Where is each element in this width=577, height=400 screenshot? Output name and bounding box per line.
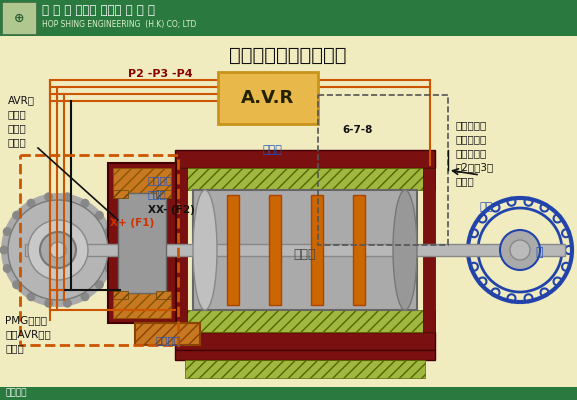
Circle shape [40, 232, 76, 268]
Circle shape [44, 299, 53, 308]
Text: ⊕: ⊕ [14, 12, 24, 24]
Text: A.V.R: A.V.R [241, 89, 295, 107]
Bar [135, 323, 200, 345]
Text: 6-7-8: 6-7-8 [343, 125, 373, 135]
Circle shape [3, 264, 12, 273]
Bar [227, 195, 239, 305]
Bar [118, 193, 166, 293]
Circle shape [81, 199, 89, 208]
Bar [353, 195, 365, 305]
Ellipse shape [193, 190, 217, 310]
Bar [318, 95, 448, 245]
Bar [311, 195, 323, 305]
Circle shape [27, 199, 36, 208]
Circle shape [12, 280, 21, 289]
Bar [156, 190, 171, 198]
Text: 励磁转子
和定子: 励磁转子 和定子 [148, 175, 173, 199]
Bar [175, 310, 435, 332]
Bar [113, 190, 128, 198]
Text: 内部培训: 内部培训 [6, 388, 28, 398]
Circle shape [510, 240, 530, 260]
Bar [113, 293, 171, 318]
Text: 整流模块: 整流模块 [155, 335, 180, 345]
Circle shape [107, 246, 117, 254]
Circle shape [12, 211, 21, 220]
Bar [175, 332, 435, 350]
Text: 主定子: 主定子 [262, 145, 282, 155]
Bar [269, 195, 281, 305]
Text: 从主定子来
的交流电源
和传感信号
（2相或3相
感应）: 从主定子来 的交流电源 和传感信号 （2相或3相 感应） [456, 120, 494, 186]
Bar [175, 150, 435, 168]
Circle shape [500, 230, 540, 270]
Bar [0, 0, 577, 36]
Text: 主转子: 主转子 [294, 248, 316, 262]
Text: 合 成 工 程（香 港）有 限 公 司: 合 成 工 程（香 港）有 限 公 司 [42, 4, 155, 18]
Bar [175, 168, 435, 190]
Circle shape [104, 264, 113, 273]
Circle shape [104, 227, 113, 236]
Text: P2 -P3 -P4: P2 -P3 -P4 [128, 69, 193, 79]
Circle shape [1, 193, 115, 307]
Bar [0, 387, 577, 400]
Ellipse shape [393, 190, 417, 310]
Circle shape [0, 246, 9, 254]
Circle shape [63, 192, 72, 201]
Text: AVR输
出直流
电给励
磁定子: AVR输 出直流 电给励 磁定子 [8, 95, 35, 147]
Text: 发电机基本结构和电路: 发电机基本结构和电路 [229, 46, 347, 64]
Bar [156, 291, 171, 299]
Circle shape [28, 220, 88, 280]
Bar [25, 244, 565, 256]
Bar [175, 350, 435, 360]
Text: HOP SHING ENGINEERING  (H.K) CO; LTD: HOP SHING ENGINEERING (H.K) CO; LTD [42, 20, 196, 28]
Circle shape [8, 200, 108, 300]
Circle shape [44, 192, 53, 201]
Circle shape [95, 211, 104, 220]
Bar [20, 155, 178, 345]
Text: 轴: 轴 [535, 246, 542, 258]
Bar [113, 168, 171, 193]
Text: PMG提供电
源给AVR（安
装时）: PMG提供电 源给AVR（安 装时） [5, 315, 51, 353]
Circle shape [95, 280, 104, 289]
Circle shape [63, 299, 72, 308]
Text: X+ (F1): X+ (F1) [110, 218, 154, 228]
Bar [423, 168, 435, 332]
Bar [185, 360, 425, 378]
Bar [2, 2, 36, 34]
Circle shape [81, 292, 89, 301]
Text: 轴承: 轴承 [480, 202, 493, 212]
Bar [218, 72, 318, 124]
Circle shape [27, 292, 36, 301]
Text: XX- (F2): XX- (F2) [148, 205, 195, 215]
Circle shape [50, 242, 66, 258]
Bar [175, 168, 187, 332]
Bar [113, 291, 128, 299]
Bar [193, 190, 417, 310]
Circle shape [3, 227, 12, 236]
Bar [108, 163, 176, 323]
